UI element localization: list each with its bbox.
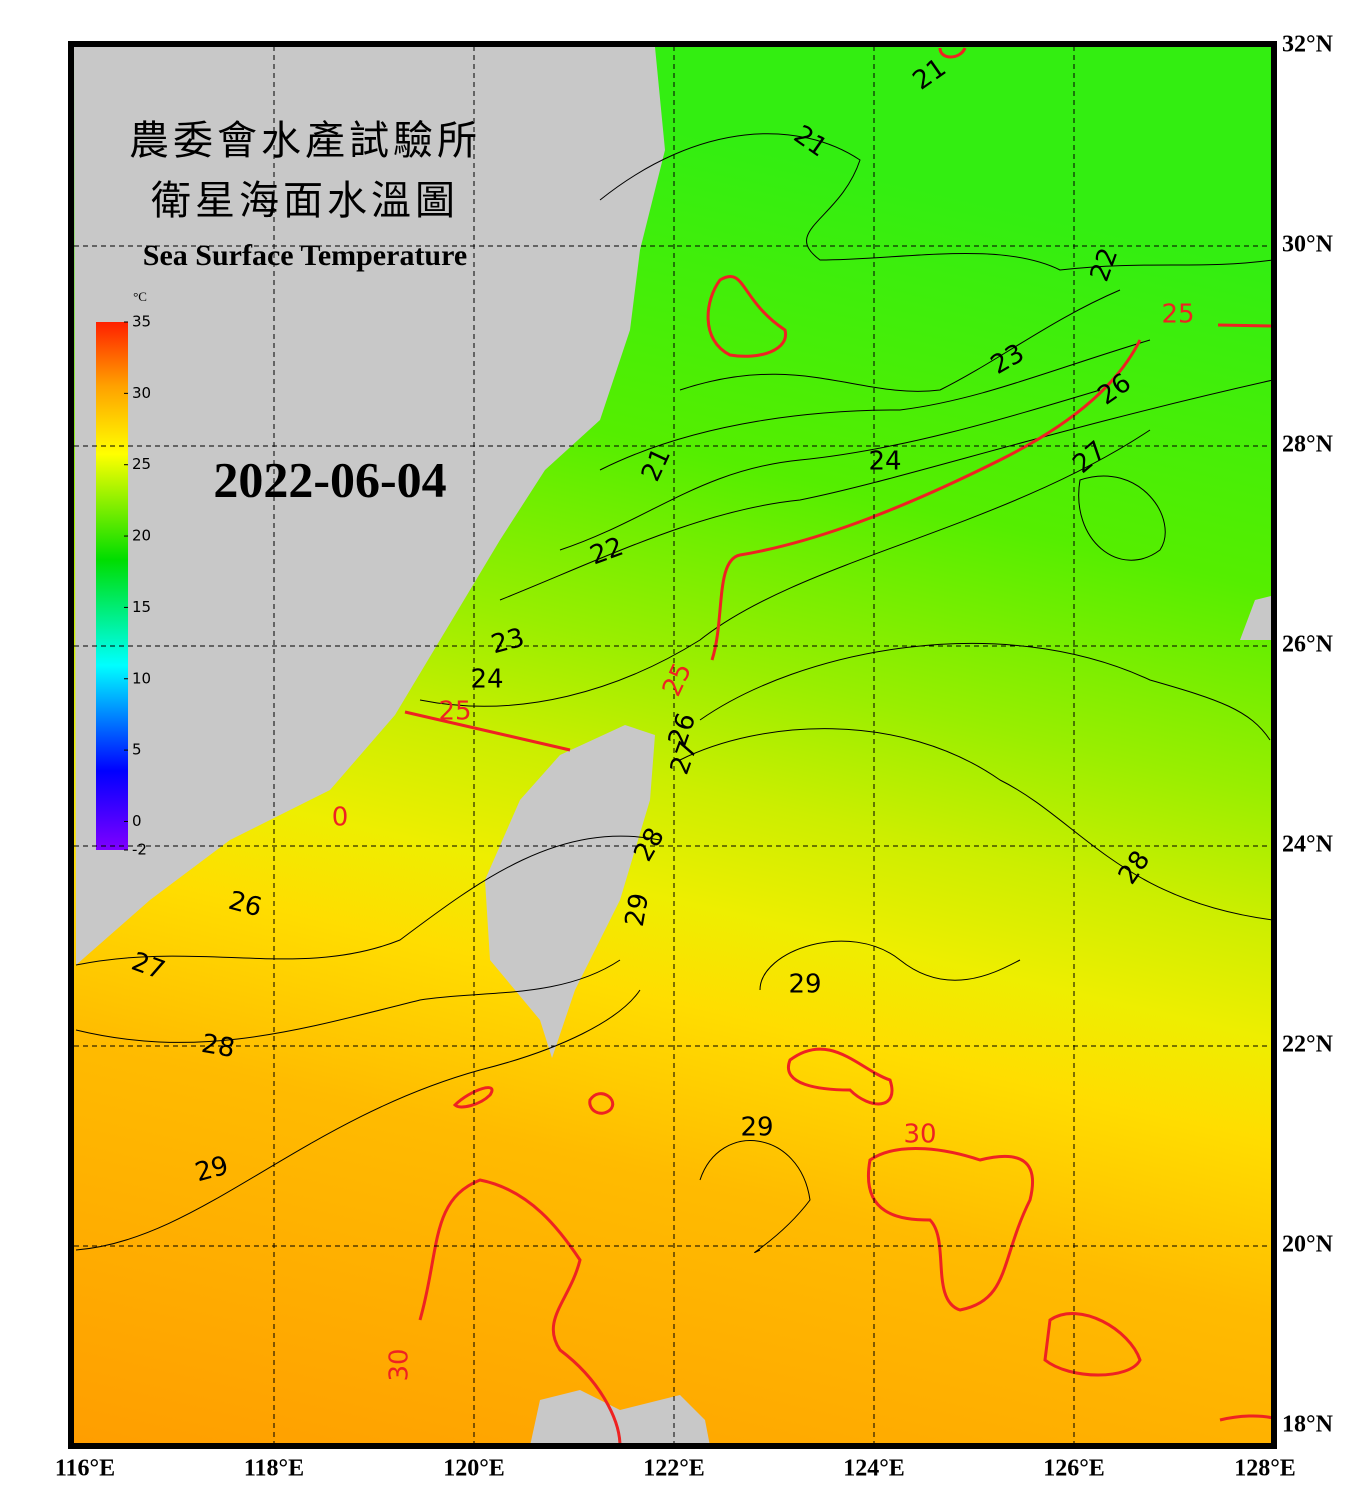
contour-label: 24 xyxy=(868,447,901,477)
lon-label: 128°E xyxy=(1234,1456,1296,1482)
contour-label: 29 xyxy=(788,970,821,1000)
contours xyxy=(75,133,1273,1254)
lat-label: 20°N xyxy=(1282,1232,1334,1258)
contour-label: 29 xyxy=(740,1113,773,1143)
colorbar-tick-label: 15 xyxy=(132,598,151,616)
map-frame xyxy=(68,41,1277,1449)
lon-label: 122°E xyxy=(643,1456,705,1482)
contour-label: 30 xyxy=(903,1120,936,1150)
colorbar xyxy=(96,322,128,850)
colorbar-tick-label: 5 xyxy=(132,741,142,759)
lat-label: 32°N xyxy=(1282,32,1334,58)
taiwan xyxy=(485,725,655,1058)
lon-label: 120°E xyxy=(443,1456,505,1482)
contours-30-25 xyxy=(404,47,1273,1443)
lon-label: 124°E xyxy=(843,1456,905,1482)
luzon xyxy=(530,1390,710,1443)
china-land xyxy=(74,47,665,965)
contour-label: 0 xyxy=(332,803,349,833)
islands xyxy=(1240,595,1273,640)
lon-label: 126°E xyxy=(1043,1456,1105,1482)
title-en: Sea Surface Temperature xyxy=(143,239,467,272)
contour-label: 29 xyxy=(620,891,655,929)
lon-label: 116°E xyxy=(55,1456,115,1482)
lat-label: 24°N xyxy=(1282,832,1334,858)
colorbar-tick-label: 20 xyxy=(132,527,151,545)
colorbar-tick-label: 0 xyxy=(132,812,142,830)
colorbar-tick-label: 35 xyxy=(132,313,151,331)
title-zh-1: 農委會水產試驗所 xyxy=(129,118,481,163)
colorbar-tick-label: 25 xyxy=(132,455,151,473)
lat-label: 18°N xyxy=(1282,1412,1334,1438)
lat-label: 28°N xyxy=(1282,432,1334,458)
lon-label: 118°E xyxy=(244,1456,304,1482)
colorbar-tick-label: -2 xyxy=(132,841,147,859)
lat-label: 30°N xyxy=(1282,232,1334,258)
contour-label: 25 xyxy=(438,697,471,727)
colorbar-tick-label: 30 xyxy=(132,384,151,402)
colorbar-unit: °C xyxy=(133,289,147,304)
lat-label: 26°N xyxy=(1282,632,1334,658)
contour-label: 25 xyxy=(1161,300,1194,330)
lat-label: 22°N xyxy=(1282,1032,1334,1058)
contour-label: 30 xyxy=(385,1348,415,1381)
date: 2022-06-04 xyxy=(213,451,446,507)
title-zh-2: 衛星海面水溫圖 xyxy=(151,178,459,223)
contour-label: 28 xyxy=(199,1029,237,1064)
colorbar-tick-label: 10 xyxy=(132,669,151,687)
contour-label: 24 xyxy=(470,665,503,695)
